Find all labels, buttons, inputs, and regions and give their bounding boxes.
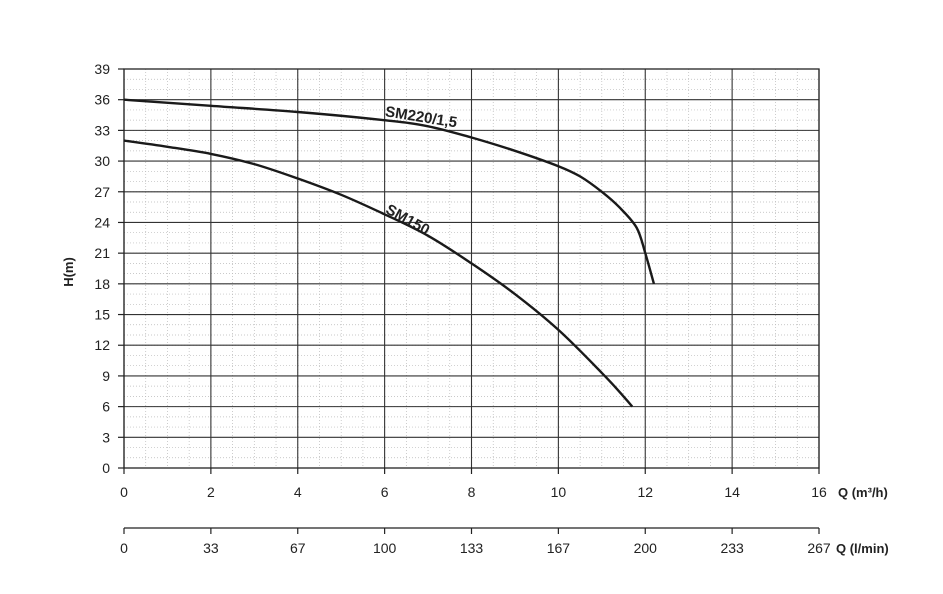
y-tick-label: 33 — [94, 122, 110, 138]
x2-tick-label: 100 — [373, 540, 397, 556]
axes — [118, 68, 820, 474]
y-tick-label: 39 — [94, 61, 110, 77]
x-axis-label: Q (m³/h) — [838, 485, 888, 500]
y-tick-label: 12 — [94, 337, 110, 353]
y-tick-label: 0 — [102, 460, 110, 476]
y-tick-label: 18 — [94, 276, 110, 292]
series-line-0 — [123, 98, 656, 285]
x2-tick-label: 0 — [120, 540, 128, 556]
y-tick-label: 9 — [102, 368, 110, 384]
x-tick-label: 2 — [207, 484, 215, 500]
y-tick-label: 15 — [94, 307, 110, 323]
x2-tick-label: 33 — [203, 540, 219, 556]
y-tick-label: 36 — [94, 92, 110, 108]
x-tick-label: 10 — [551, 484, 567, 500]
x-tick-label: 4 — [294, 484, 302, 500]
x2-tick-label: 167 — [547, 540, 571, 556]
series-label-1: SM150 — [383, 201, 433, 239]
y-axis-label: H(m) — [61, 257, 76, 287]
x2-tick-label: 200 — [634, 540, 658, 556]
x2-tick-label: 267 — [807, 540, 831, 556]
x2-axis-label: Q (l/min) — [836, 541, 889, 556]
x-tick-label: 12 — [637, 484, 653, 500]
x-tick-label: 6 — [381, 484, 389, 500]
x-tick-labels: 0 2 4 6 8 10 12 14 16 — [120, 484, 827, 500]
y-tick-label: 27 — [94, 184, 110, 200]
x-tick-label: 16 — [811, 484, 827, 500]
series-label-0: SM220/1,5 — [384, 103, 458, 131]
series-line-1 — [123, 139, 634, 408]
y-tick-label: 6 — [102, 399, 110, 415]
y-tick-label: 30 — [94, 153, 110, 169]
x-tick-label: 14 — [724, 484, 740, 500]
x2-tick-label: 133 — [460, 540, 484, 556]
x2-tick-label: 233 — [720, 540, 744, 556]
curves — [123, 98, 656, 408]
x-tick-label: 0 — [120, 484, 128, 500]
x2-tick-label: 67 — [290, 540, 306, 556]
x2-tick-labels: 0 33 67 100 133 167 200 233 267 — [120, 527, 831, 556]
x-tick-label: 8 — [468, 484, 476, 500]
y-tick-label: 24 — [94, 214, 110, 230]
y-tick-label: 3 — [102, 429, 110, 445]
y-tick-label: 21 — [94, 245, 110, 261]
major-grid — [123, 68, 820, 469]
